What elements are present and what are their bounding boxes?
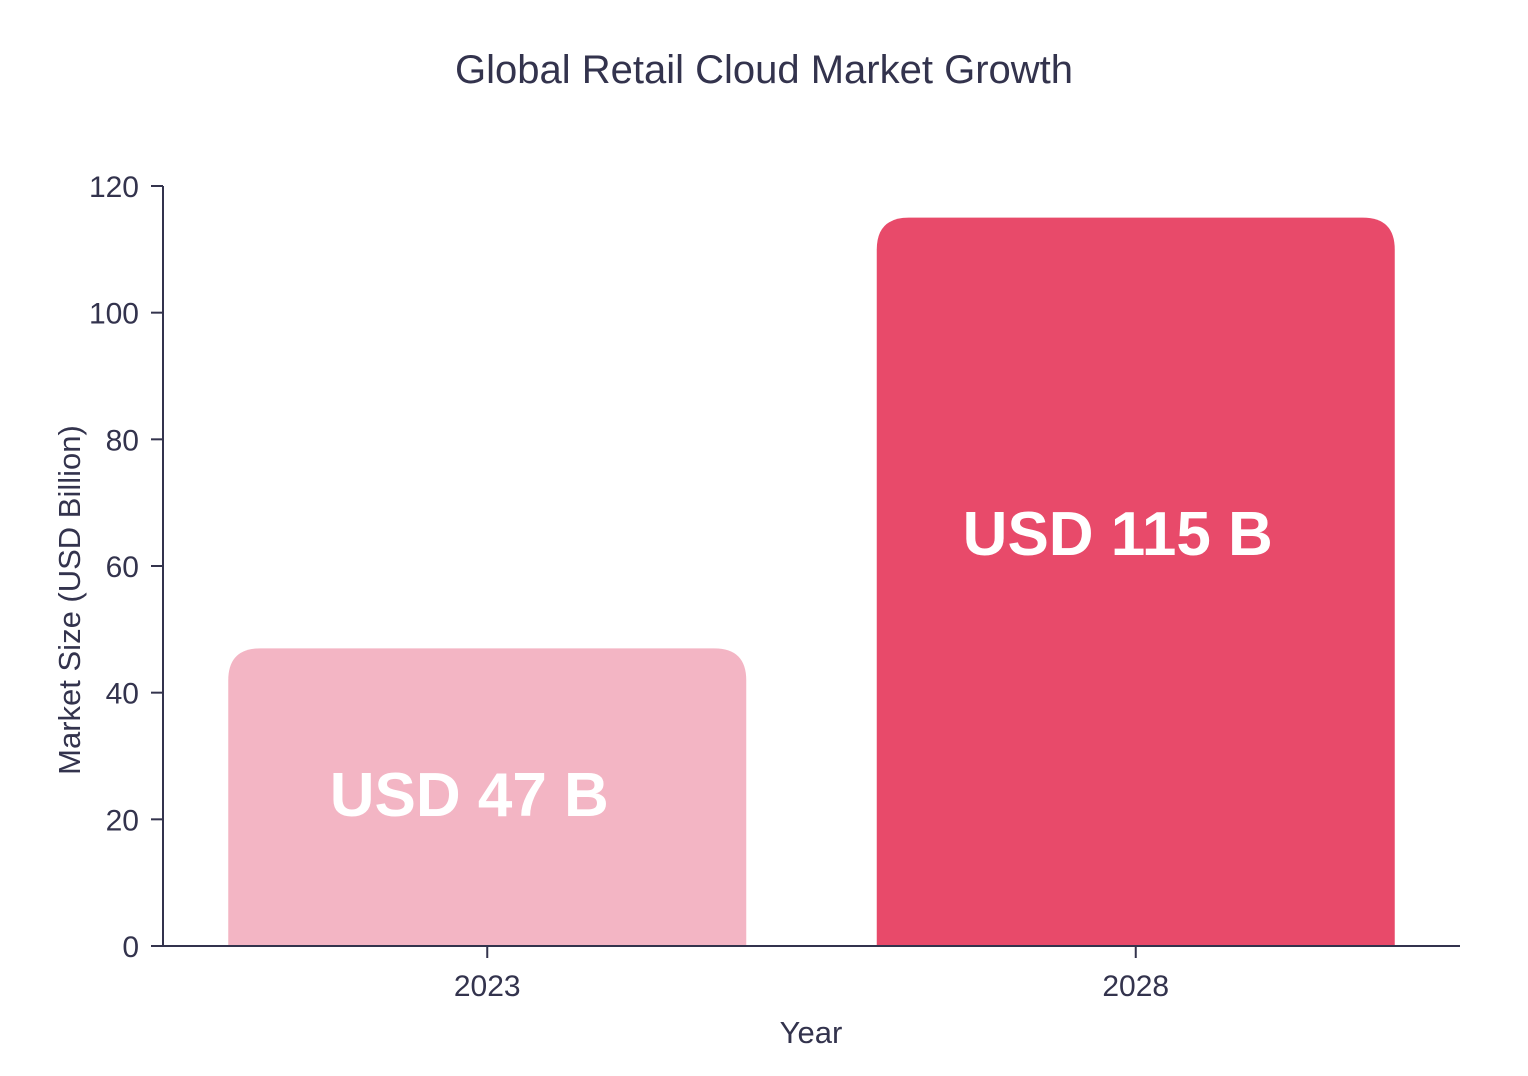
y-tick-label-100: 100 [89, 298, 139, 331]
y-tick-label-0: 0 [122, 931, 139, 964]
x-tick-label-2028: 2028 [1102, 970, 1169, 1003]
x-axis-label: Year [779, 1015, 843, 1050]
x-tick-label-2023: 2023 [454, 970, 521, 1003]
y-tick-label-80: 80 [106, 424, 139, 457]
bar-2023 [228, 648, 747, 946]
y-tick-label-60: 60 [106, 551, 139, 584]
chart-title: Global Retail Cloud Market Growth [454, 48, 1074, 92]
bar-2028 [876, 217, 1395, 946]
bar-value-label-2028: USD 115 B [963, 500, 1273, 569]
y-tick-label-20: 20 [106, 804, 139, 837]
y-tick-label-120: 120 [89, 171, 139, 204]
y-tick-label-40: 40 [106, 678, 139, 711]
bar-value-label-2023: USD 47 B [330, 761, 609, 830]
